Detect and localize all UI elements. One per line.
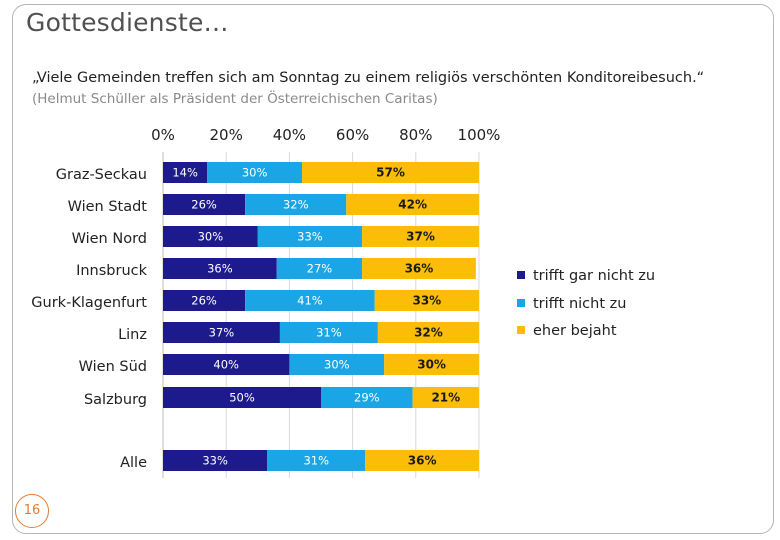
bar-value-label: 41%	[297, 294, 323, 308]
category-label: Innsbruck	[76, 263, 148, 279]
bar-value-label: 21%	[431, 391, 460, 405]
category-label: Wien Nord	[72, 231, 147, 247]
legend-label: trifft gar nicht zu	[533, 268, 655, 284]
bar-value-label: 14%	[172, 166, 198, 180]
bar-value-label: 31%	[303, 454, 329, 468]
category-label: Wien Stadt	[68, 199, 148, 215]
bar-value-label: 31%	[316, 326, 342, 340]
x-axis-ticks: 0% 20% 40% 60% 80% 100%	[151, 126, 500, 144]
legend: trifft gar nicht zu trifft nicht zu eher b…	[517, 268, 655, 339]
category-label: Salzburg	[84, 392, 147, 408]
legend-swatch	[517, 271, 525, 279]
bar-value-label: 33%	[297, 230, 323, 244]
bar-value-label: 27%	[307, 262, 333, 276]
category-label: Alle	[120, 455, 147, 471]
bar-value-label: 26%	[191, 198, 217, 212]
bar-value-label: 30%	[324, 358, 350, 372]
legend-label: eher bejaht	[533, 323, 617, 339]
x-tick-label: 80%	[399, 126, 432, 144]
legend-swatch	[517, 299, 525, 307]
x-tick-label: 60%	[336, 126, 369, 144]
category-labels: Graz-Seckau Wien Stadt Wien Nord Innsbruck G…	[31, 167, 147, 471]
bar-value-label: 26%	[191, 294, 217, 308]
category-label: Gurk-Klagenfurt	[31, 295, 147, 311]
bar-value-label: 32%	[283, 198, 309, 212]
bar-value-label: 37%	[406, 230, 435, 244]
x-tick-label: 0%	[151, 126, 175, 144]
x-tick-label: 20%	[210, 126, 243, 144]
bar-value-label: 36%	[405, 262, 434, 276]
x-tick-label: 40%	[273, 126, 306, 144]
legend-swatch	[517, 326, 525, 334]
category-label: Graz-Seckau	[56, 167, 147, 183]
bar-value-label: 50%	[229, 391, 255, 405]
bar-value-label: 29%	[354, 391, 380, 405]
bars: 14% 30% 57% 26% 32% 42% 30% 33% 37% 36% 27% 36% 26% 4…	[163, 162, 479, 471]
category-label: Wien Süd	[79, 359, 147, 375]
x-tick-label: 100%	[458, 126, 501, 144]
bar-value-label: 57%	[376, 166, 405, 180]
legend-label: trifft nicht zu	[533, 296, 626, 312]
bar-value-label: 37%	[209, 326, 235, 340]
bar-value-label: 36%	[408, 454, 437, 468]
bar-value-label: 33%	[412, 294, 441, 308]
bar-value-label: 32%	[414, 326, 443, 340]
bar-value-label: 30%	[198, 230, 224, 244]
bar-value-label: 40%	[213, 358, 239, 372]
category-label: Linz	[118, 327, 147, 343]
bar-value-label: 30%	[417, 358, 446, 372]
stacked-bar-chart: 0% 20% 40% 60% 80% 100% Graz-Seckau Wien Stadt…	[0, 0, 780, 540]
bar-value-label: 30%	[242, 166, 268, 180]
bar-value-label: 42%	[398, 198, 427, 212]
bar-value-label: 36%	[207, 262, 233, 276]
bar-value-label: 33%	[202, 454, 228, 468]
page-number-badge: 16	[15, 494, 49, 528]
